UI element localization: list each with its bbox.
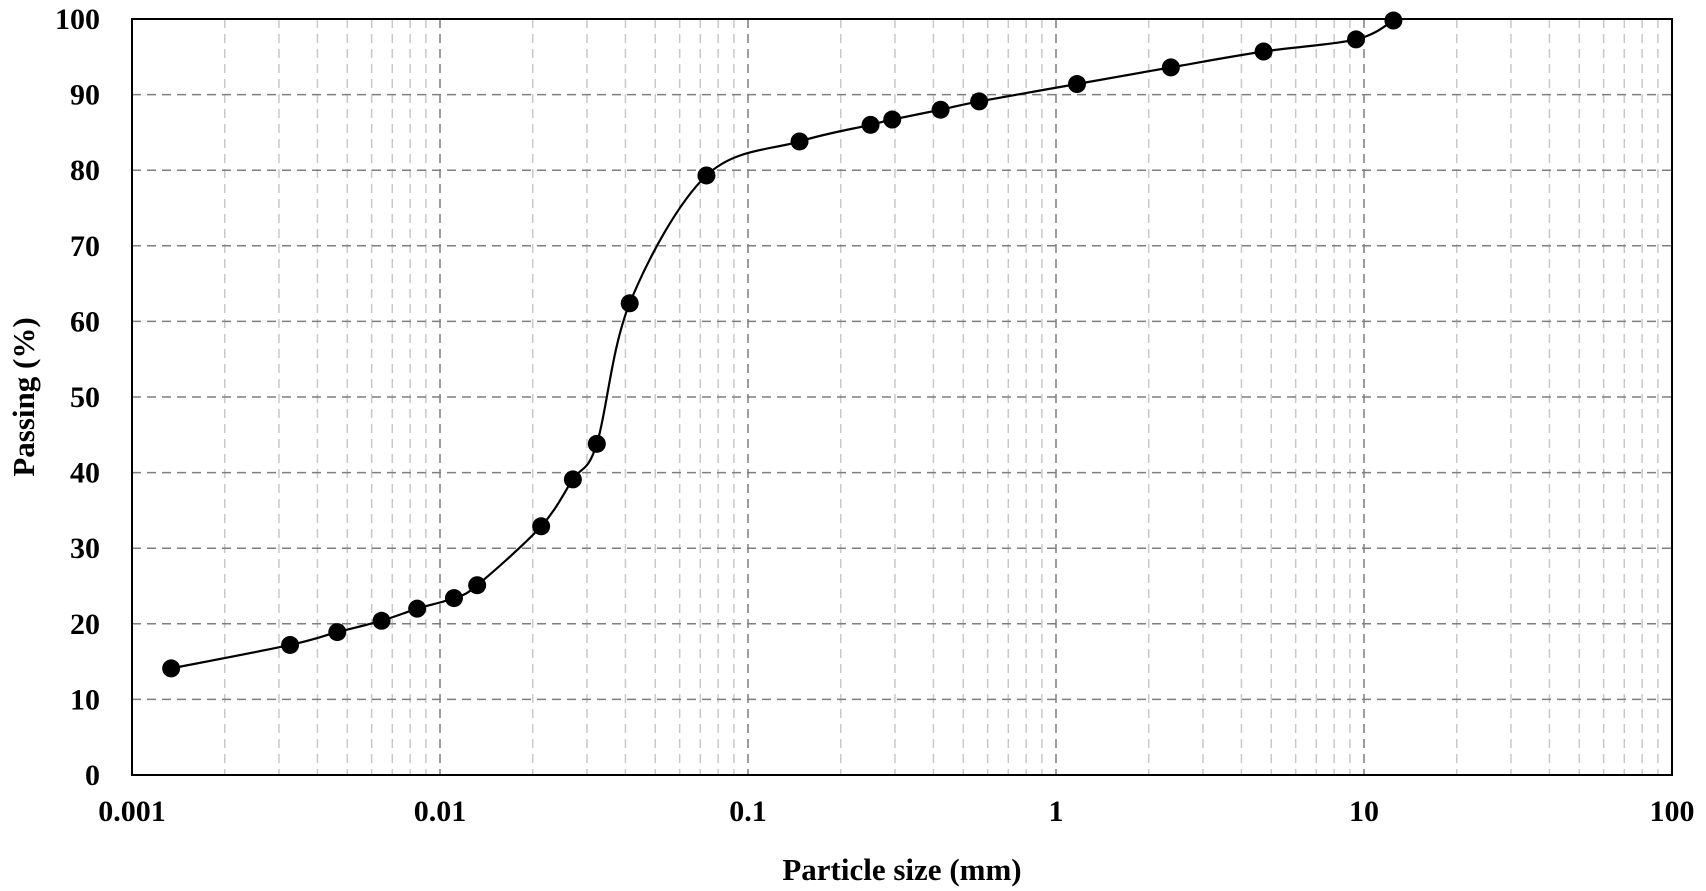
y-tick-label: 30 bbox=[70, 532, 100, 565]
data-point bbox=[1254, 42, 1273, 61]
x-tick-label: 0.001 bbox=[98, 795, 166, 828]
plot-frame bbox=[131, 18, 1673, 776]
data-point bbox=[468, 576, 487, 595]
data-point bbox=[372, 611, 391, 630]
points-layer bbox=[162, 11, 1403, 678]
x-tick-label: 0.1 bbox=[729, 795, 767, 828]
data-point bbox=[620, 294, 639, 313]
data-point bbox=[790, 132, 809, 151]
data-point bbox=[328, 623, 347, 642]
y-tick-label: 100 bbox=[55, 3, 100, 36]
data-point bbox=[563, 470, 582, 489]
series-line bbox=[170, 19, 1394, 670]
y-tick-label: 60 bbox=[70, 305, 100, 338]
data-point bbox=[1161, 58, 1180, 77]
data-point bbox=[970, 92, 989, 111]
x-tick-label: 0.01 bbox=[414, 795, 467, 828]
data-point bbox=[883, 110, 902, 129]
y-tick-label: 80 bbox=[70, 154, 100, 187]
data-point bbox=[861, 115, 880, 134]
data-point bbox=[587, 434, 606, 453]
y-tick-label: 0 bbox=[85, 759, 100, 792]
data-point bbox=[408, 599, 427, 618]
y-tick-label: 50 bbox=[70, 381, 100, 414]
y-tick-label: 90 bbox=[70, 79, 100, 112]
y-tick-label: 20 bbox=[70, 608, 100, 641]
data-point bbox=[281, 635, 300, 654]
data-point bbox=[931, 100, 950, 119]
data-point bbox=[532, 517, 551, 536]
x-tick-labels: 0.001 0.01 0.1 1 10 100 bbox=[98, 795, 1694, 828]
y-tick-label: 40 bbox=[70, 457, 100, 490]
data-point bbox=[1384, 11, 1403, 30]
x-tick-label: 10 bbox=[1349, 795, 1379, 828]
data-point bbox=[1347, 30, 1366, 49]
x-tick-label: 1 bbox=[1049, 795, 1064, 828]
x-axis-title: Particle size (mm) bbox=[782, 852, 1021, 887]
x-tick-label: 100 bbox=[1650, 795, 1695, 828]
grid bbox=[131, 18, 1673, 776]
curve-layer bbox=[170, 19, 1394, 670]
y-tick-label: 10 bbox=[70, 683, 100, 716]
data-point bbox=[697, 166, 716, 185]
y-tick-labels: 0 10 20 30 40 50 60 70 80 90 100 bbox=[55, 3, 100, 792]
y-tick-label: 70 bbox=[70, 230, 100, 263]
data-point bbox=[162, 659, 181, 678]
y-axis-title: Passing (%) bbox=[6, 317, 41, 476]
data-point bbox=[444, 589, 463, 608]
data-point bbox=[1068, 75, 1086, 94]
